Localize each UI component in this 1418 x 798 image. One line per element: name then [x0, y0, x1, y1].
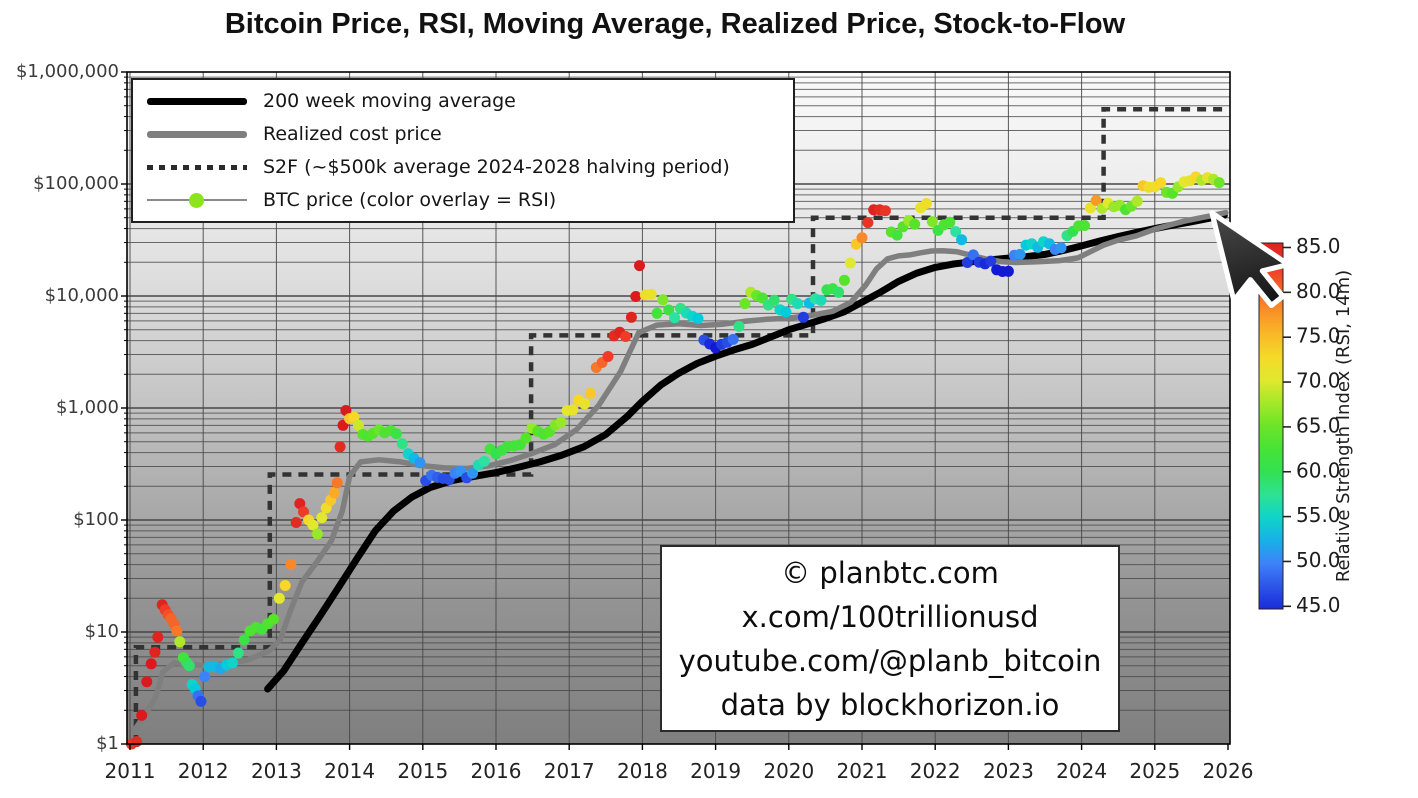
- legend-label: BTC price (color overlay = RSI): [263, 189, 557, 212]
- svg-text:$1: $1: [96, 733, 119, 754]
- svg-text:2013: 2013: [251, 759, 302, 783]
- svg-text:2021: 2021: [837, 759, 888, 783]
- svg-text:60.0: 60.0: [1296, 458, 1341, 482]
- svg-text:2016: 2016: [471, 759, 522, 783]
- svg-text:2023: 2023: [983, 759, 1034, 783]
- svg-text:85.0: 85.0: [1296, 234, 1341, 258]
- svg-text:45.0: 45.0: [1296, 593, 1341, 617]
- svg-text:2022: 2022: [910, 759, 961, 783]
- svg-text:2018: 2018: [617, 759, 668, 783]
- legend-item-s2f: S2F (~$500k average 2024-2028 halving pe…: [133, 151, 793, 183]
- watermark-youtube-link: youtube.com/@planb_bitcoin: [678, 643, 1102, 678]
- svg-text:$1,000,000: $1,000,000: [16, 61, 119, 82]
- svg-text:$1,000: $1,000: [56, 397, 119, 418]
- legend-label: Realized cost price: [263, 122, 442, 145]
- legend-item-realized-price: Realized cost price: [133, 118, 793, 150]
- s2f-line-sample: [147, 159, 247, 175]
- legend-item-btc-price: BTC price (color overlay = RSI): [133, 184, 793, 216]
- svg-text:$10: $10: [85, 621, 119, 642]
- realized-price-line-sample: [147, 126, 247, 142]
- svg-text:70.0: 70.0: [1296, 369, 1341, 393]
- chart-legend: 200 week moving average Realized cost pr…: [131, 78, 795, 223]
- svg-text:$100: $100: [73, 509, 119, 530]
- realized-price-line: [130, 209, 1229, 734]
- svg-text:2026: 2026: [1203, 759, 1254, 783]
- svg-text:2017: 2017: [544, 759, 595, 783]
- svg-text:65.0: 65.0: [1296, 413, 1341, 437]
- watermark-copyright: © planbtc.com: [781, 555, 999, 590]
- btc-price-dot-sample: [147, 192, 247, 209]
- btc-price-dots: [126, 171, 1225, 750]
- svg-text:2014: 2014: [324, 759, 375, 783]
- watermark-x-link: x.com/100trillionusd: [741, 599, 1039, 634]
- svg-text:$10,000: $10,000: [45, 285, 119, 306]
- moving-average-line-sample: [147, 93, 247, 109]
- svg-text:2011: 2011: [105, 759, 156, 783]
- mouse-cursor-icon: [1209, 210, 1291, 309]
- svg-text:75.0: 75.0: [1296, 324, 1341, 348]
- axes: $1,000,000 $100,000 $10,000 $1,000 $100 $10 $1…: [16, 61, 1254, 783]
- moving-average-line: [264, 211, 1228, 693]
- watermark-data-source: data by blockhorizon.io: [720, 687, 1060, 722]
- svg-text:2012: 2012: [178, 759, 229, 783]
- svg-text:2015: 2015: [397, 759, 448, 783]
- s2f-line: [133, 106, 1228, 744]
- svg-text:80.0: 80.0: [1296, 279, 1341, 303]
- svg-text:55.0: 55.0: [1296, 503, 1341, 527]
- svg-text:2025: 2025: [1129, 759, 1180, 783]
- chart-title: Bitcoin Price, RSI, Moving Average, Real…: [224, 8, 1126, 40]
- legend-label: S2F (~$500k average 2024-2028 halving pe…: [263, 156, 730, 179]
- legend-label: 200 week moving average: [263, 89, 516, 112]
- svg-text:2020: 2020: [763, 759, 814, 783]
- svg-text:50.0: 50.0: [1296, 548, 1341, 572]
- legend-item-moving-average: 200 week moving average: [133, 85, 793, 117]
- svg-text:2024: 2024: [1056, 759, 1107, 783]
- svg-text:2019: 2019: [690, 759, 741, 783]
- colorbar-label: Relative Strength Index (RSI, 14m): [1333, 270, 1354, 582]
- svg-text:$100,000: $100,000: [33, 173, 119, 194]
- watermark-box: © planbtc.com x.com/100trillionusd youtu…: [660, 545, 1120, 732]
